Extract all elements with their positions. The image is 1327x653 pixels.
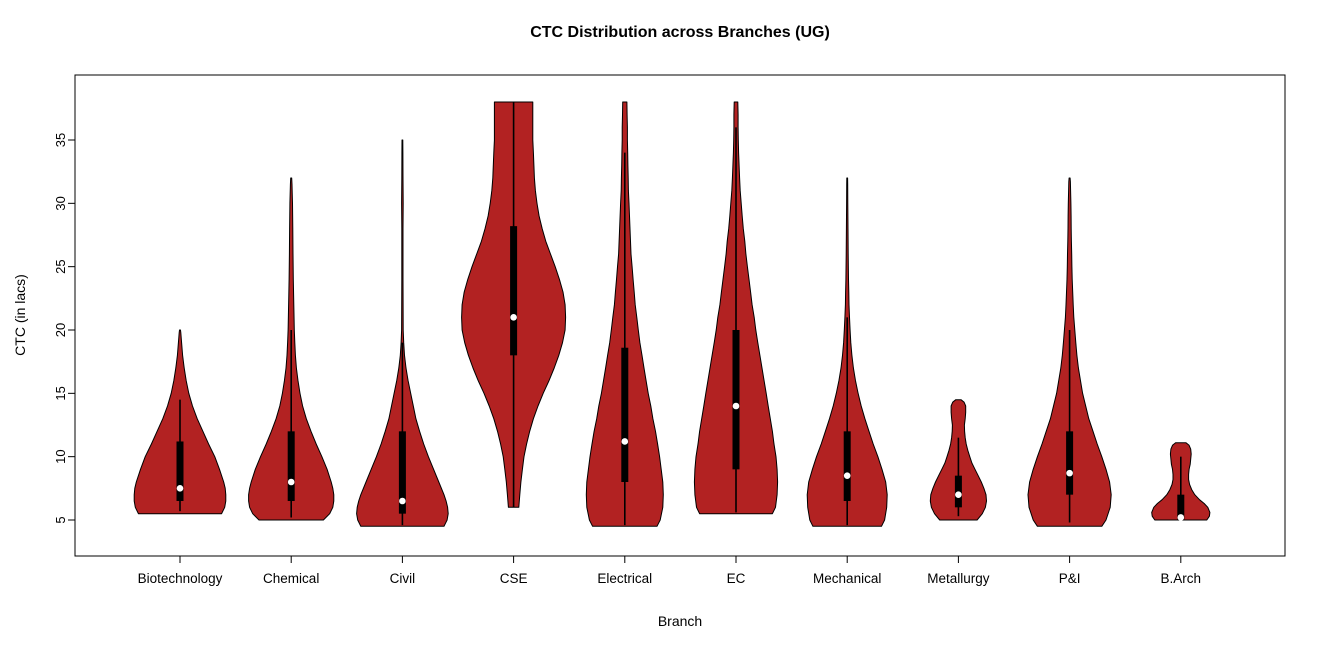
median-dot — [1177, 514, 1185, 521]
iqr-box — [510, 226, 518, 356]
median-dot — [732, 402, 740, 410]
iqr-box — [1066, 431, 1074, 495]
violin-civil — [356, 139, 449, 527]
y-tick-label: 30 — [53, 196, 68, 210]
y-tick-label: 35 — [53, 133, 68, 147]
x-axis-label: Branch — [657, 613, 703, 629]
median-dot — [843, 472, 851, 479]
median-dot — [399, 497, 406, 505]
x-tick-label: P&I — [1059, 571, 1081, 586]
iqr-box — [621, 347, 629, 482]
y-tick-label: 15 — [53, 386, 68, 400]
iqr-box — [843, 431, 851, 501]
y-tick-label: 25 — [53, 259, 68, 273]
y-tick-label: 20 — [53, 323, 68, 337]
median-dot — [955, 491, 962, 498]
x-tick-label: B.Arch — [1161, 571, 1202, 586]
plot-border — [74, 74, 1286, 557]
median-dot — [621, 438, 629, 445]
x-tick-label: Civil — [390, 571, 416, 586]
x-tick-label: Chemical — [263, 571, 319, 586]
iqr-box — [398, 431, 406, 514]
y-tick-label: 10 — [53, 449, 68, 463]
iqr-box — [287, 431, 295, 501]
iqr-box — [732, 330, 740, 470]
median-dot — [1066, 469, 1073, 477]
x-tick-label: Electrical — [597, 571, 652, 586]
x-tick-label: Mechanical — [813, 571, 881, 586]
x-tick-label: Metallurgy — [927, 571, 990, 586]
x-tick-label: CSE — [500, 571, 528, 586]
iqr-box — [176, 441, 184, 501]
median-dot — [510, 314, 517, 321]
x-tick-label: Biotechnology — [138, 571, 223, 586]
chart-title: CTC Distribution across Branches (UG) — [530, 24, 830, 41]
y-axis-label: CTC (in lacs) — [12, 274, 28, 356]
iqr-box — [1177, 494, 1185, 520]
median-dot — [176, 485, 184, 492]
median-dot — [287, 478, 295, 486]
y-tick-label: 5 — [53, 516, 68, 523]
x-tick-label: EC — [727, 571, 746, 586]
